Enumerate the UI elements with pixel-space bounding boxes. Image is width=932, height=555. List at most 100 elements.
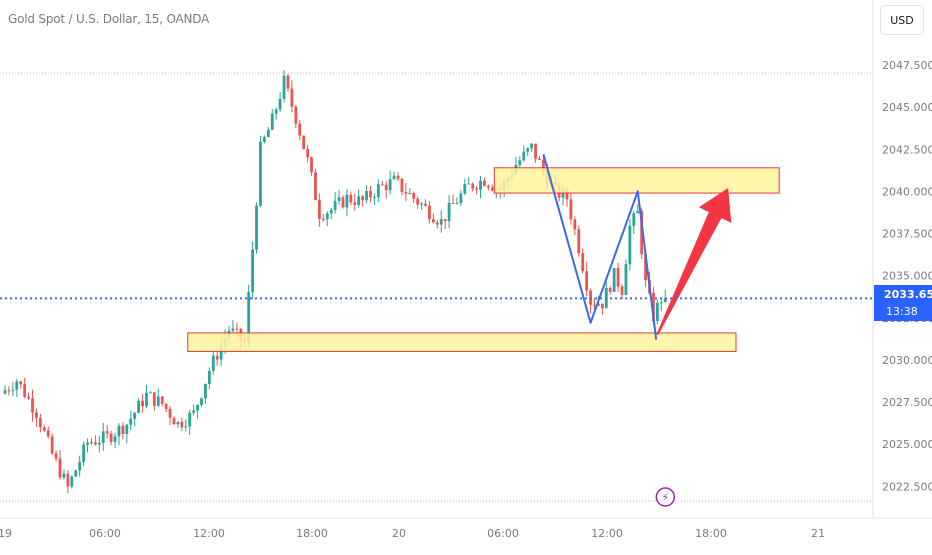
y-tick-label: 2025.000 bbox=[882, 438, 932, 451]
candle-body bbox=[490, 187, 494, 191]
y-tick-label: 2030.000 bbox=[882, 354, 932, 367]
candle-body bbox=[530, 143, 534, 149]
candle-body bbox=[141, 400, 144, 407]
candle-body bbox=[97, 442, 101, 445]
candle-body bbox=[663, 298, 667, 303]
candle-body bbox=[274, 109, 278, 114]
candle-body bbox=[255, 205, 258, 250]
candle-body bbox=[282, 75, 286, 99]
candle-body bbox=[467, 183, 471, 185]
x-tick-label: 06:00 bbox=[89, 527, 121, 540]
candle-body bbox=[310, 157, 313, 173]
candle-body bbox=[349, 194, 353, 203]
projection-arrow bbox=[656, 188, 732, 336]
candle-body bbox=[376, 184, 380, 198]
candle-body bbox=[290, 88, 294, 107]
candle-body bbox=[455, 203, 459, 205]
x-tick-label: 21 bbox=[811, 527, 825, 540]
x-tick-label: 12:00 bbox=[193, 527, 225, 540]
candle-body bbox=[597, 303, 600, 306]
candle-body bbox=[392, 175, 396, 180]
candle-countdown: 13:38 bbox=[886, 305, 918, 318]
candle-body bbox=[66, 473, 70, 487]
pattern-line bbox=[542, 154, 658, 340]
lightning-icon[interactable]: ⚡ bbox=[661, 491, 669, 504]
y-tick-label: 2037.500 bbox=[882, 228, 932, 241]
candle-body bbox=[176, 422, 180, 425]
candle-body bbox=[168, 408, 172, 418]
candle-body bbox=[35, 412, 38, 418]
candle-body bbox=[196, 404, 199, 411]
candle-body bbox=[160, 396, 164, 404]
candle-body bbox=[632, 213, 636, 226]
candle-body bbox=[655, 302, 659, 321]
candle-body bbox=[50, 436, 54, 454]
currency-button[interactable]: USD bbox=[880, 5, 924, 35]
candle-body bbox=[200, 398, 203, 405]
candle-body bbox=[137, 400, 141, 413]
candle-body bbox=[15, 381, 19, 390]
candle-body bbox=[518, 160, 522, 166]
candle-body bbox=[62, 473, 66, 478]
candle-body bbox=[302, 135, 306, 150]
candle-body bbox=[70, 476, 74, 487]
candle-body bbox=[400, 178, 404, 192]
candle-body bbox=[192, 410, 196, 413]
candle-body bbox=[211, 355, 215, 371]
candle-body bbox=[11, 389, 15, 391]
x-tick-label: 06:00 bbox=[487, 527, 519, 540]
candle-body bbox=[636, 210, 640, 214]
candle-body bbox=[113, 436, 117, 442]
x-tick-label: 18:00 bbox=[296, 527, 328, 540]
candle-body bbox=[412, 193, 416, 199]
candle-body bbox=[369, 191, 372, 198]
candle-body bbox=[125, 424, 129, 435]
candle-body bbox=[188, 412, 192, 427]
current-price-value: 2033.650 bbox=[884, 288, 932, 301]
candle-body bbox=[329, 210, 333, 214]
candle-body bbox=[235, 328, 239, 330]
candle-body bbox=[262, 137, 266, 142]
candle-body bbox=[424, 203, 427, 206]
x-tick-label: 18:00 bbox=[695, 527, 727, 540]
candle-body bbox=[404, 191, 408, 194]
candle-body bbox=[361, 196, 365, 201]
candle-body bbox=[581, 253, 585, 272]
candle-body bbox=[46, 430, 50, 437]
candle-body bbox=[74, 470, 78, 477]
candle-body bbox=[585, 271, 589, 291]
candle-body bbox=[93, 442, 97, 445]
event-marker[interactable] bbox=[655, 487, 676, 507]
candle-body bbox=[38, 417, 42, 428]
candle-body bbox=[616, 268, 620, 287]
candle-body bbox=[345, 194, 349, 208]
candle-body bbox=[451, 202, 455, 204]
candle-body bbox=[483, 180, 486, 186]
candle-body bbox=[388, 179, 392, 191]
candle-body bbox=[353, 202, 357, 205]
candle-body bbox=[373, 197, 376, 199]
candle-body bbox=[129, 418, 133, 425]
candle-body bbox=[121, 425, 125, 435]
support-zone bbox=[187, 332, 737, 352]
x-tick-label: 12:00 bbox=[591, 527, 623, 540]
candle-body bbox=[105, 431, 109, 434]
x-tick-label: 19 bbox=[0, 527, 12, 540]
y-tick-label: 2027.500 bbox=[882, 396, 932, 409]
candle-body bbox=[479, 180, 482, 190]
candle-body bbox=[152, 392, 156, 406]
candle-body bbox=[259, 141, 262, 206]
candle-body bbox=[247, 292, 251, 343]
candle-body bbox=[628, 225, 632, 265]
candle-body bbox=[416, 198, 420, 205]
candle-body bbox=[164, 403, 168, 409]
candle-body bbox=[526, 148, 530, 152]
y-tick-label: 2042.500 bbox=[882, 143, 932, 156]
candle-body bbox=[620, 286, 624, 295]
candle-body bbox=[325, 213, 329, 220]
candle-body bbox=[644, 254, 647, 281]
candle-body bbox=[133, 412, 137, 419]
candle-body bbox=[365, 191, 368, 201]
